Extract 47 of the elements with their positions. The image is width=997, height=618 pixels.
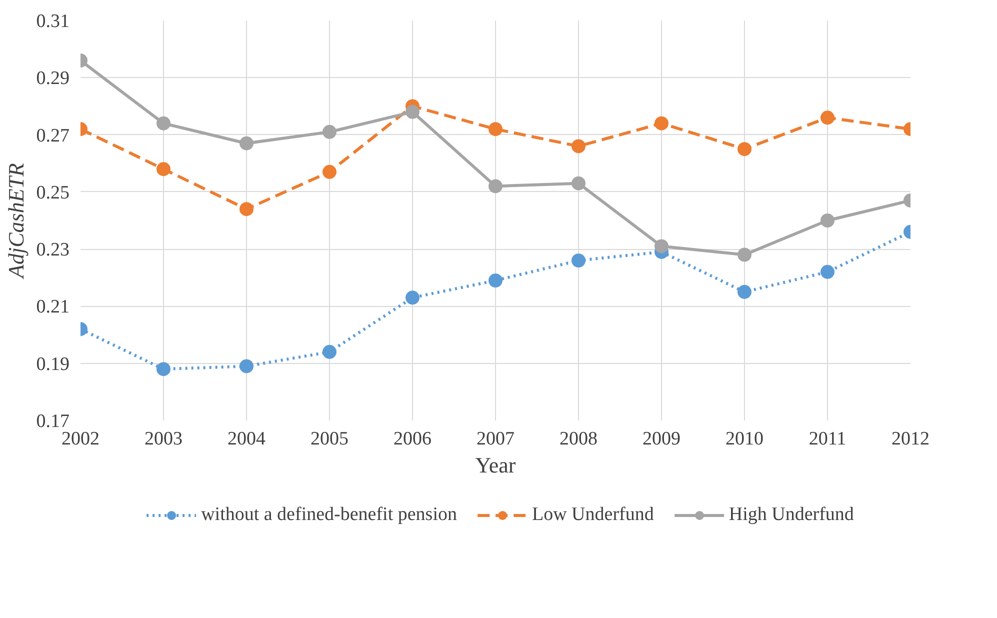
point xyxy=(820,264,834,279)
x-tick-label: 2005 xyxy=(310,428,348,450)
point xyxy=(572,176,586,190)
y-tick-label: 0.23 xyxy=(36,240,70,261)
point xyxy=(488,122,502,136)
y-tick-label: 0.31 xyxy=(36,11,70,32)
x-tick-label: 2011 xyxy=(808,428,846,450)
legend-label: without a defined-benefit pension xyxy=(201,504,457,526)
x-tick-label: 2010 xyxy=(726,428,764,450)
point xyxy=(156,116,170,130)
x-tick-label: 2012 xyxy=(892,428,930,450)
point xyxy=(820,110,834,125)
point xyxy=(738,248,752,262)
point xyxy=(572,139,586,154)
y-tick-label: 0.27 xyxy=(36,125,70,146)
point xyxy=(488,179,502,194)
point xyxy=(738,284,752,299)
point xyxy=(322,124,336,139)
y-tick-label: 0.21 xyxy=(36,296,70,318)
legend-label: Low Underfund xyxy=(532,504,654,526)
point xyxy=(156,362,170,376)
x-tick-label: 2008 xyxy=(560,428,598,450)
x-tick-label: 2006 xyxy=(394,428,432,450)
point xyxy=(820,214,834,228)
point xyxy=(488,274,502,288)
x-tick-label: 2007 xyxy=(476,428,514,450)
point xyxy=(156,162,170,176)
point xyxy=(322,344,336,359)
y-tick-label: 0.25 xyxy=(36,182,70,204)
x-tick-label: 2009 xyxy=(642,428,680,450)
point xyxy=(406,290,420,305)
point xyxy=(240,136,254,150)
point xyxy=(654,239,668,254)
point xyxy=(322,164,336,179)
point xyxy=(406,104,420,119)
y-tick-label: 0.29 xyxy=(36,68,70,90)
point xyxy=(572,254,586,268)
legend-label: High Underfund xyxy=(728,504,854,526)
y-axis-title: AdjCashETR xyxy=(3,162,28,280)
point xyxy=(738,142,752,156)
point xyxy=(654,116,668,130)
y-tick-label: 0.19 xyxy=(36,354,70,375)
x-tick-label: 2003 xyxy=(144,428,182,450)
x-tick-label: 2004 xyxy=(228,428,266,450)
x-axis-title: Year xyxy=(475,452,516,478)
point xyxy=(240,202,254,216)
point xyxy=(240,359,254,374)
